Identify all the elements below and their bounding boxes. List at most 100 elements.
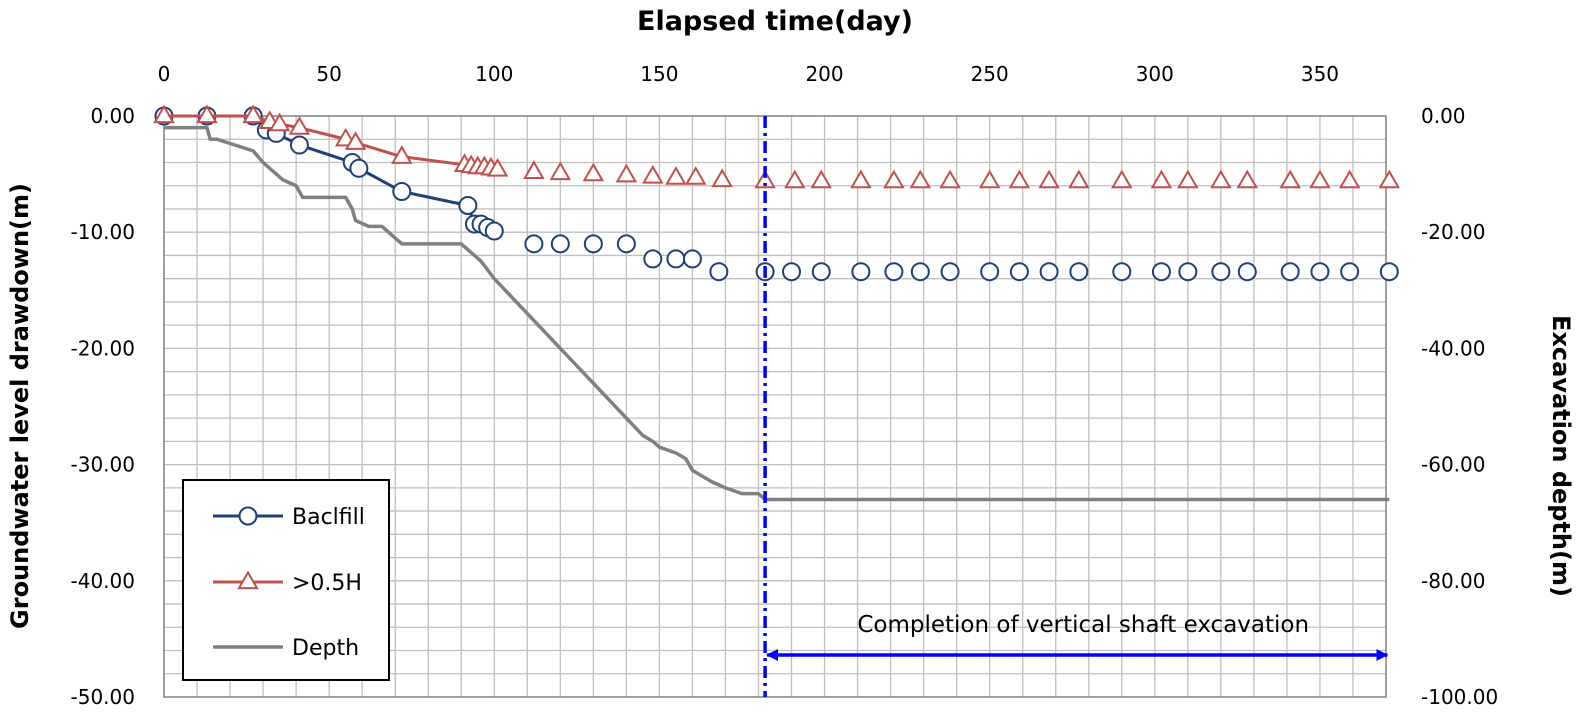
data-point-half-h: [684, 166, 707, 185]
x-tick-label: 0: [158, 62, 171, 86]
series-layer: [153, 104, 1401, 502]
data-point-half-h: [642, 164, 664, 184]
series-line-depth: [164, 125, 1390, 502]
y-left-tick-label: -40.00: [71, 569, 135, 593]
data-point-half-h: [344, 131, 367, 150]
data-point-half-h: [1068, 169, 1090, 189]
legend: Baclfill >0.5H Depth: [182, 479, 390, 681]
data-point-baclfill: [782, 262, 802, 282]
legend-marker-baclfill: [238, 506, 258, 526]
y-left-tick-label: 0.00: [90, 104, 135, 128]
data-point-half-h: [1378, 169, 1401, 189]
y-left-tick-label: -20.00: [71, 336, 135, 360]
data-point-half-h: [1008, 169, 1031, 189]
legend-label-baclfill: Baclfill: [292, 505, 365, 530]
x-tick-label: 50: [316, 62, 341, 86]
x-axis-title: Elapsed time(day): [637, 6, 913, 37]
data-point-half-h: [665, 166, 687, 185]
data-point-half-h: [196, 104, 218, 124]
legend-label-depth: Depth: [292, 636, 359, 661]
data-point-baclfill: [910, 262, 930, 282]
data-point-half-h: [1309, 169, 1331, 189]
data-point-half-h: [153, 104, 175, 124]
data-point-baclfill: [643, 249, 663, 269]
y-right-tick-label: -40.00: [1421, 336, 1485, 360]
data-point-half-h: [523, 160, 545, 179]
data-point-baclfill: [349, 158, 369, 178]
data-point-baclfill: [583, 234, 603, 254]
y-right-tick-label: 0.00: [1421, 104, 1466, 128]
data-point-baclfill: [458, 195, 478, 215]
data-point-baclfill: [1310, 262, 1330, 282]
data-point-half-h: [711, 168, 733, 188]
data-point-half-h: [939, 169, 961, 189]
data-point-half-h: [1279, 169, 1301, 189]
data-point-baclfill: [524, 234, 544, 254]
data-point-half-h: [883, 169, 905, 189]
x-tick-label: 100: [475, 62, 513, 86]
data-point-half-h: [978, 169, 1001, 189]
data-point-baclfill: [666, 249, 686, 269]
data-point-half-h: [288, 116, 311, 135]
data-point-baclfill: [1379, 262, 1399, 282]
data-point-baclfill: [709, 262, 729, 282]
x-tick-labels: 0 50 100 150 200 250 300 350: [158, 62, 1339, 86]
data-point-baclfill: [1211, 262, 1231, 282]
data-point-baclfill: [980, 262, 1000, 282]
data-point-half-h: [1338, 169, 1361, 189]
x-tick-label: 300: [1136, 62, 1174, 86]
data-point-baclfill: [1237, 262, 1257, 282]
data-point-half-h: [754, 169, 776, 189]
data-point-half-h: [784, 169, 806, 189]
data-point-baclfill: [851, 262, 871, 282]
y-right-tick-label: -20.00: [1421, 220, 1485, 244]
data-point-baclfill: [616, 234, 636, 254]
y-right-tick-label: -60.00: [1421, 453, 1485, 477]
data-point-half-h: [486, 157, 509, 177]
y-left-axis-title: Groundwater level drawdown(m): [6, 183, 34, 629]
x-tick-label: 250: [971, 62, 1009, 86]
annotation-layer: Completion of vertical shaft excavation: [763, 116, 1389, 697]
data-point-half-h: [268, 112, 291, 132]
x-tick-label: 150: [640, 62, 678, 86]
data-point-baclfill: [1280, 262, 1300, 282]
data-point-half-h: [582, 162, 605, 182]
data-point-half-h: [1210, 169, 1232, 189]
data-point-baclfill: [1009, 262, 1029, 282]
data-point-baclfill: [484, 221, 504, 241]
y-right-tick-label: -100.00: [1421, 685, 1498, 709]
y-right-tick-label: -80.00: [1421, 569, 1485, 593]
data-point-baclfill: [1039, 262, 1059, 282]
data-point-half-h: [1038, 169, 1060, 189]
x-tick-label: 200: [805, 62, 843, 86]
data-point-baclfill: [1112, 262, 1132, 282]
data-point-half-h: [810, 169, 832, 189]
y-left-tick-labels: 0.00 -10.00 -20.00 -30.00 -40.00 -50.00: [71, 104, 135, 709]
data-point-half-h: [1150, 169, 1173, 189]
data-point-half-h: [242, 104, 264, 124]
data-point-baclfill: [1151, 262, 1171, 282]
legend-marker-half-h: [237, 570, 259, 590]
data-point-baclfill: [884, 262, 904, 282]
data-point-half-h: [1177, 169, 1199, 189]
y-left-tick-label: -30.00: [71, 453, 135, 477]
data-point-baclfill: [1178, 262, 1198, 282]
data-point-half-h: [1236, 169, 1259, 189]
data-point-baclfill: [682, 249, 702, 269]
data-point-half-h: [549, 161, 572, 181]
x-tick-label: 350: [1301, 62, 1339, 86]
data-point-baclfill: [392, 182, 412, 202]
data-point-half-h: [391, 145, 413, 164]
y-left-tick-label: -10.00: [71, 220, 135, 244]
data-point-half-h: [909, 169, 932, 189]
data-point-half-h: [850, 169, 872, 189]
y-left-tick-label: -50.00: [71, 685, 135, 709]
data-point-half-h: [615, 163, 638, 183]
data-point-baclfill: [289, 135, 309, 155]
y-right-axis-title: Excavation depth(m): [1547, 315, 1575, 597]
data-point-baclfill: [811, 262, 831, 282]
data-point-baclfill: [1340, 262, 1360, 282]
data-point-baclfill: [550, 234, 570, 254]
plot-frame: [163, 115, 1387, 698]
